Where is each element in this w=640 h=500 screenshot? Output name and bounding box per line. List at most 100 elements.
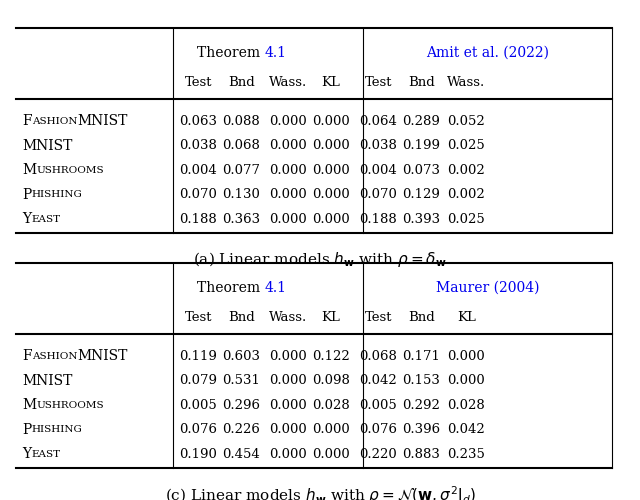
Text: Test: Test xyxy=(184,311,212,324)
Text: 0.000: 0.000 xyxy=(312,164,350,176)
Text: EAST: EAST xyxy=(31,450,60,459)
Text: 0.028: 0.028 xyxy=(312,398,350,411)
Text: 0.000: 0.000 xyxy=(312,188,350,201)
Text: (a) Linear models $h_{\mathbf{w}}$ with $\rho = \delta_{\mathbf{w}}$: (a) Linear models $h_{\mathbf{w}}$ with … xyxy=(193,250,447,269)
Text: Wass.: Wass. xyxy=(447,76,485,89)
Text: 0.000: 0.000 xyxy=(269,448,307,461)
Text: 0.000: 0.000 xyxy=(269,114,307,128)
Text: Wass.: Wass. xyxy=(269,76,307,89)
Text: Bnd: Bnd xyxy=(228,76,255,89)
Text: KL: KL xyxy=(457,311,476,324)
Text: MNIST: MNIST xyxy=(22,139,72,153)
Text: 0.171: 0.171 xyxy=(403,350,440,362)
Text: P: P xyxy=(22,188,31,202)
Text: 0.068: 0.068 xyxy=(360,350,397,362)
Text: Amit et al. (2022): Amit et al. (2022) xyxy=(426,46,549,60)
Text: 0.025: 0.025 xyxy=(447,213,485,226)
Text: 0.396: 0.396 xyxy=(403,423,440,436)
Text: 0.531: 0.531 xyxy=(223,374,260,388)
Text: 0.038: 0.038 xyxy=(179,140,218,152)
Text: 0.226: 0.226 xyxy=(223,423,260,436)
Text: F: F xyxy=(22,349,31,363)
Text: HISHING: HISHING xyxy=(31,425,82,434)
Text: 0.393: 0.393 xyxy=(403,213,440,226)
Text: USHROOMS: USHROOMS xyxy=(36,400,104,409)
Text: Theorem: Theorem xyxy=(197,281,265,295)
Text: 0.004: 0.004 xyxy=(360,164,397,176)
Text: ASHION: ASHION xyxy=(31,116,77,126)
Text: EAST: EAST xyxy=(31,215,60,224)
Text: 0.077: 0.077 xyxy=(222,164,260,176)
Text: 0.042: 0.042 xyxy=(360,374,397,388)
Text: 0.188: 0.188 xyxy=(360,213,397,226)
Text: 0.052: 0.052 xyxy=(447,114,485,128)
Text: 0.002: 0.002 xyxy=(447,164,485,176)
Text: 0.296: 0.296 xyxy=(222,398,260,411)
Text: 0.129: 0.129 xyxy=(403,188,440,201)
Text: 0.076: 0.076 xyxy=(360,423,397,436)
Text: 0.454: 0.454 xyxy=(223,448,260,461)
Text: 0.025: 0.025 xyxy=(447,140,485,152)
Text: Maurer (2004): Maurer (2004) xyxy=(436,281,539,295)
Text: 0.199: 0.199 xyxy=(403,140,440,152)
Text: 0.000: 0.000 xyxy=(312,423,350,436)
Text: ASHION: ASHION xyxy=(31,352,77,360)
Text: 0.000: 0.000 xyxy=(269,374,307,388)
Text: 0.603: 0.603 xyxy=(222,350,260,362)
Text: 0.188: 0.188 xyxy=(179,213,217,226)
Text: 0.363: 0.363 xyxy=(222,213,260,226)
Text: 0.000: 0.000 xyxy=(447,374,485,388)
Text: 4.1: 4.1 xyxy=(265,46,287,60)
Text: 0.235: 0.235 xyxy=(447,448,485,461)
Text: 0.073: 0.073 xyxy=(403,164,440,176)
Text: Wass.: Wass. xyxy=(269,311,307,324)
Text: 0.005: 0.005 xyxy=(179,398,217,411)
Text: 0.883: 0.883 xyxy=(403,448,440,461)
Text: 0.122: 0.122 xyxy=(312,350,350,362)
Text: 0.220: 0.220 xyxy=(360,448,397,461)
Text: MNIST: MNIST xyxy=(77,114,127,128)
Text: (c) Linear models $h_{\mathbf{w}}$ with $\rho = \mathcal{N}(\mathbf{w}, \sigma^2: (c) Linear models $h_{\mathbf{w}}$ with … xyxy=(164,484,476,500)
Text: 0.079: 0.079 xyxy=(179,374,218,388)
Text: Test: Test xyxy=(184,76,212,89)
Text: 0.000: 0.000 xyxy=(269,140,307,152)
Text: 0.028: 0.028 xyxy=(447,398,485,411)
Text: 0.098: 0.098 xyxy=(312,374,350,388)
Text: Bnd: Bnd xyxy=(228,311,255,324)
Text: KL: KL xyxy=(322,76,340,89)
Text: 0.038: 0.038 xyxy=(360,140,397,152)
Text: Test: Test xyxy=(365,311,392,324)
Text: 0.289: 0.289 xyxy=(403,114,440,128)
Text: KL: KL xyxy=(322,311,340,324)
Text: 0.005: 0.005 xyxy=(360,398,397,411)
Text: 0.002: 0.002 xyxy=(447,188,485,201)
Text: 0.042: 0.042 xyxy=(447,423,485,436)
Text: 0.130: 0.130 xyxy=(223,188,260,201)
Text: 0.000: 0.000 xyxy=(269,164,307,176)
Text: HISHING: HISHING xyxy=(31,190,82,199)
Text: 0.190: 0.190 xyxy=(179,448,218,461)
Text: USHROOMS: USHROOMS xyxy=(36,166,104,174)
Text: 0.119: 0.119 xyxy=(179,350,218,362)
Text: 0.000: 0.000 xyxy=(269,213,307,226)
Text: 0.153: 0.153 xyxy=(403,374,440,388)
Text: 0.076: 0.076 xyxy=(179,423,218,436)
Text: 0.004: 0.004 xyxy=(179,164,217,176)
Text: 0.000: 0.000 xyxy=(312,213,350,226)
Text: Y: Y xyxy=(22,448,31,462)
Text: 0.000: 0.000 xyxy=(269,188,307,201)
Text: 0.068: 0.068 xyxy=(223,140,260,152)
Text: 0.292: 0.292 xyxy=(403,398,440,411)
Text: 0.064: 0.064 xyxy=(360,114,397,128)
Text: 0.000: 0.000 xyxy=(312,448,350,461)
Text: 0.000: 0.000 xyxy=(447,350,485,362)
Text: Bnd: Bnd xyxy=(408,76,435,89)
Text: MNIST: MNIST xyxy=(77,349,127,363)
Text: 0.000: 0.000 xyxy=(269,423,307,436)
Text: 0.000: 0.000 xyxy=(269,398,307,411)
Text: M: M xyxy=(22,163,36,177)
Text: 4.1: 4.1 xyxy=(265,281,287,295)
Text: P: P xyxy=(22,422,31,436)
Text: M: M xyxy=(22,398,36,412)
Text: F: F xyxy=(22,114,31,128)
